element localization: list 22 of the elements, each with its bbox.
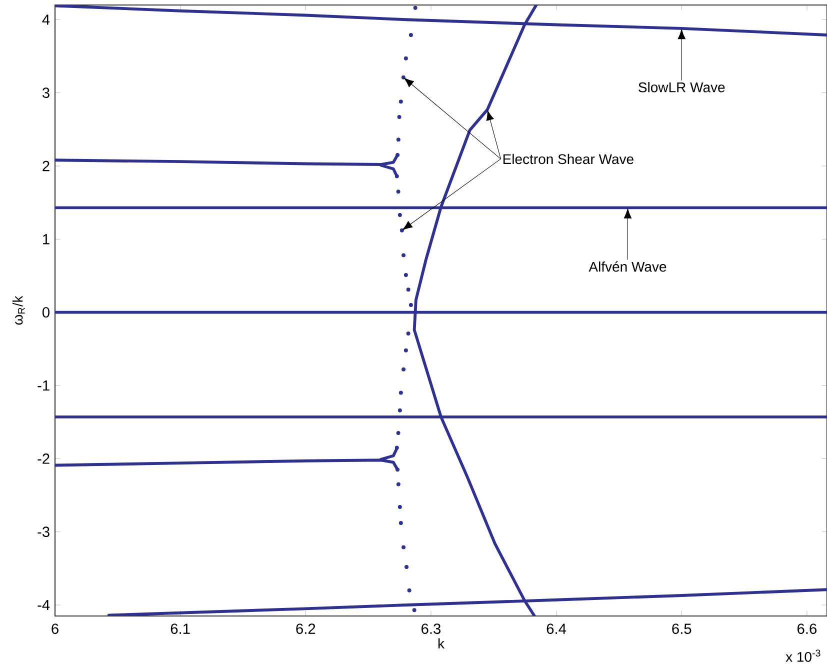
y-tick-label: -4 <box>38 600 50 610</box>
y-tick-label: -2 <box>38 454 50 464</box>
annotation: Alfvén Wave <box>588 261 666 272</box>
annotation: SlowLR Wave <box>638 82 725 92</box>
x-tick-label: 6 <box>52 624 58 634</box>
x-tick-label: 6.6 <box>798 624 817 634</box>
y-tick-label: 0 <box>42 307 50 318</box>
y-axis-title: ω$_{R}$/k <box>12 296 25 325</box>
y-tick-label: 4 <box>42 14 50 25</box>
y-tick-label: 1 <box>43 234 50 244</box>
x-tick-label: 6.3 <box>422 624 441 634</box>
y-tick-label: 3 <box>42 88 50 98</box>
x-tick-label: 6.1 <box>170 624 190 634</box>
annotation: Electron Shear Wave <box>503 154 634 164</box>
x-tick-label: 6.4 <box>546 624 566 634</box>
y-tick-label: -1 <box>38 380 50 391</box>
y-tick-label: 2 <box>42 160 50 172</box>
text: x 10$^{-3}$ <box>786 650 820 662</box>
x-tick-label: 6.2 <box>296 624 316 634</box>
x-axis-title: k <box>438 638 445 648</box>
x-tick-label: 6.5 <box>672 624 692 634</box>
y-tick-label: -3 <box>38 526 50 538</box>
